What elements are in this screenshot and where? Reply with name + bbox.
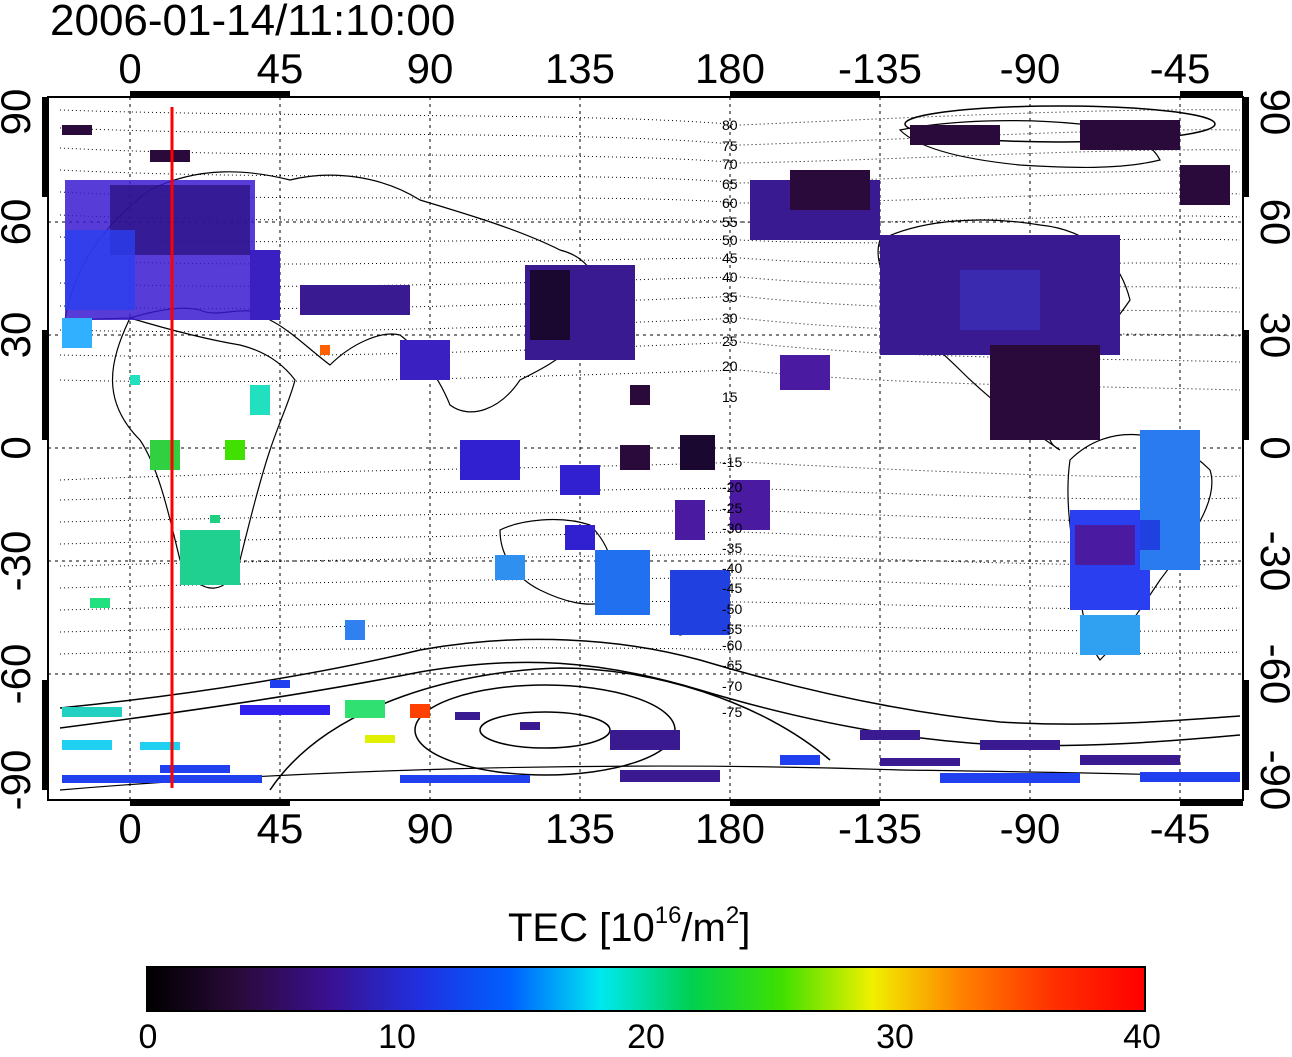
- geomagnetic-labels: 80 75 70 65 60 55 50 45 40 35 30 25 20 1…: [722, 117, 742, 720]
- gm-label: -35: [722, 540, 742, 556]
- lat-ticks-left: 90 60 30 0 -30 -60 -90: [0, 89, 39, 811]
- lat-tick-label: 60: [1252, 199, 1292, 246]
- lon-tick-label: 135: [545, 45, 615, 92]
- map-title: 2006-01-14/11:10:00: [50, 0, 456, 45]
- lon-tick-label: 0: [118, 45, 141, 92]
- lat-tick-label: -60: [0, 644, 39, 705]
- gm-label: 15: [722, 389, 738, 405]
- lat-tick-label: 90: [0, 89, 39, 136]
- lon-tick-label: -135: [838, 805, 922, 852]
- colorbar-tick-label: 10: [378, 1018, 416, 1056]
- colorbar-label-prefix: TEC [10: [508, 906, 655, 950]
- gm-label: -60: [722, 637, 742, 653]
- lat-tick-label: -30: [0, 531, 39, 592]
- colorbar-label: TEC [1016/m2]: [508, 904, 751, 951]
- lon-tick-label: -45: [1150, 805, 1211, 852]
- lat-ticks-right: 90 60 30 0 -30 -60 -90: [1252, 89, 1292, 811]
- lon-tick-label: 135: [545, 805, 615, 852]
- colorbar-tick-label: 0: [138, 1018, 158, 1056]
- lon-tick-label: 90: [407, 805, 454, 852]
- gm-label: -15: [722, 454, 742, 470]
- gm-label: 75: [722, 138, 738, 154]
- tec-world-map: 80 75 70 65 60 55 50 45 40 35 30 25 20 1…: [0, 45, 1292, 852]
- colorbar-tick-label: 30: [876, 1018, 914, 1056]
- lon-ticks-bottom: 0 45 90 135 180 -135 -90 -45: [118, 805, 1210, 852]
- tec-colorbar: [146, 966, 1146, 1012]
- lat-tick-label: -30: [1252, 531, 1292, 592]
- gm-label: -50: [722, 601, 742, 617]
- lon-ticks-top: 0 45 90 135 180 -135 -90 -45: [118, 45, 1210, 92]
- lon-tick-label: 180: [695, 805, 765, 852]
- colorbar-label-unit-exponent: 2: [725, 902, 740, 929]
- lat-tick-label: -90: [1252, 750, 1292, 811]
- lat-tick-label: 0: [1252, 436, 1292, 459]
- colorbar-label-exponent: 16: [654, 902, 682, 929]
- lat-tick-label: -90: [0, 750, 39, 811]
- gm-label: 40: [722, 269, 738, 285]
- gm-label: -75: [722, 704, 742, 720]
- gm-label: 45: [722, 250, 738, 266]
- gm-label: 60: [722, 195, 738, 211]
- lat-tick-label: 0: [0, 436, 39, 459]
- gm-label: 70: [722, 156, 738, 172]
- gm-label: 25: [722, 333, 738, 349]
- gm-label: 55: [722, 214, 738, 230]
- gm-label: -45: [722, 580, 742, 596]
- gm-label: -55: [722, 621, 742, 637]
- lat-tick-label: -60: [1252, 644, 1292, 705]
- colorbar-label-unit: /m: [681, 906, 726, 950]
- lon-tick-label: 90: [407, 45, 454, 92]
- lat-tick-label: 30: [0, 312, 39, 359]
- gm-label: 20: [722, 358, 738, 374]
- gm-label: 35: [722, 289, 738, 305]
- gm-label: 80: [722, 117, 738, 133]
- gm-label: -70: [722, 678, 742, 694]
- gm-label: -30: [722, 520, 742, 536]
- lat-tick-label: 90: [1252, 89, 1292, 136]
- lon-tick-label: 180: [695, 45, 765, 92]
- lon-tick-label: -90: [1000, 45, 1061, 92]
- colorbar-label-suffix: ]: [739, 906, 751, 950]
- gm-label: 65: [722, 176, 738, 192]
- lon-tick-label: 0: [118, 805, 141, 852]
- colorbar-tick-label: 40: [1123, 1018, 1161, 1056]
- lon-tick-label: 45: [257, 45, 304, 92]
- lat-tick-label: 30: [1252, 312, 1292, 359]
- gm-label: 50: [722, 232, 738, 248]
- gm-label: 30: [722, 310, 738, 326]
- gm-label: -65: [722, 657, 742, 673]
- colorbar-tick-label: 20: [627, 1018, 665, 1056]
- lon-tick-label: -135: [838, 45, 922, 92]
- gm-label: -20: [722, 479, 742, 495]
- polar-contours: [59, 105, 1241, 791]
- gm-label: -40: [722, 560, 742, 576]
- gm-label: -25: [722, 500, 742, 516]
- lon-tick-label: -90: [1000, 805, 1061, 852]
- lat-tick-label: 60: [0, 199, 39, 246]
- lon-tick-label: 45: [257, 805, 304, 852]
- frame-tick-bars: [42, 91, 1249, 806]
- lon-tick-label: -45: [1150, 45, 1211, 92]
- tec-patches: [62, 120, 1240, 783]
